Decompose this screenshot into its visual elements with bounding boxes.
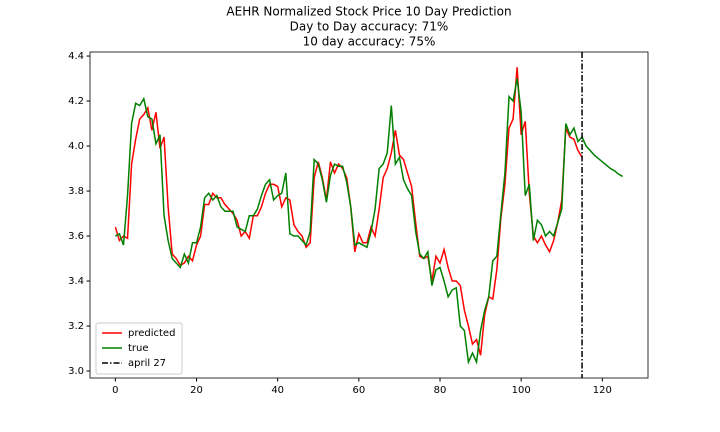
- x-tick-label: 0: [112, 385, 118, 396]
- chart-subtitle: Day to Day accuracy: 71%: [290, 20, 449, 34]
- x-tick-label: 40: [271, 385, 284, 396]
- series-line: [114, 67, 583, 356]
- legend-box: [95, 322, 183, 375]
- y-tick-label: 4.2: [68, 96, 84, 107]
- x-tick-label: 80: [434, 385, 447, 396]
- x-tick-label: 120: [593, 385, 612, 396]
- chart-title: AEHR Normalized Stock Price 10 Day Predi…: [226, 5, 511, 19]
- series-line: [114, 78, 624, 365]
- y-tick-label: 4.4: [68, 51, 84, 62]
- legend-label: true: [128, 343, 149, 354]
- y-tick-label: 3.6: [68, 231, 84, 242]
- y-tick-label: 3.0: [68, 366, 84, 377]
- x-tick-label: 60: [352, 385, 365, 396]
- chart-subtitle: 10 day accuracy: 75%: [303, 35, 436, 49]
- y-tick-label: 3.8: [68, 186, 84, 197]
- x-tick-label: 100: [512, 385, 531, 396]
- legend-label: predicted: [128, 328, 175, 339]
- legend-label: april 27: [128, 358, 166, 369]
- y-tick-label: 3.4: [68, 276, 84, 287]
- x-tick-label: 20: [190, 385, 203, 396]
- y-tick-label: 3.2: [68, 321, 84, 332]
- plot-frame: [89, 51, 649, 379]
- y-tick-label: 4.0: [68, 141, 84, 152]
